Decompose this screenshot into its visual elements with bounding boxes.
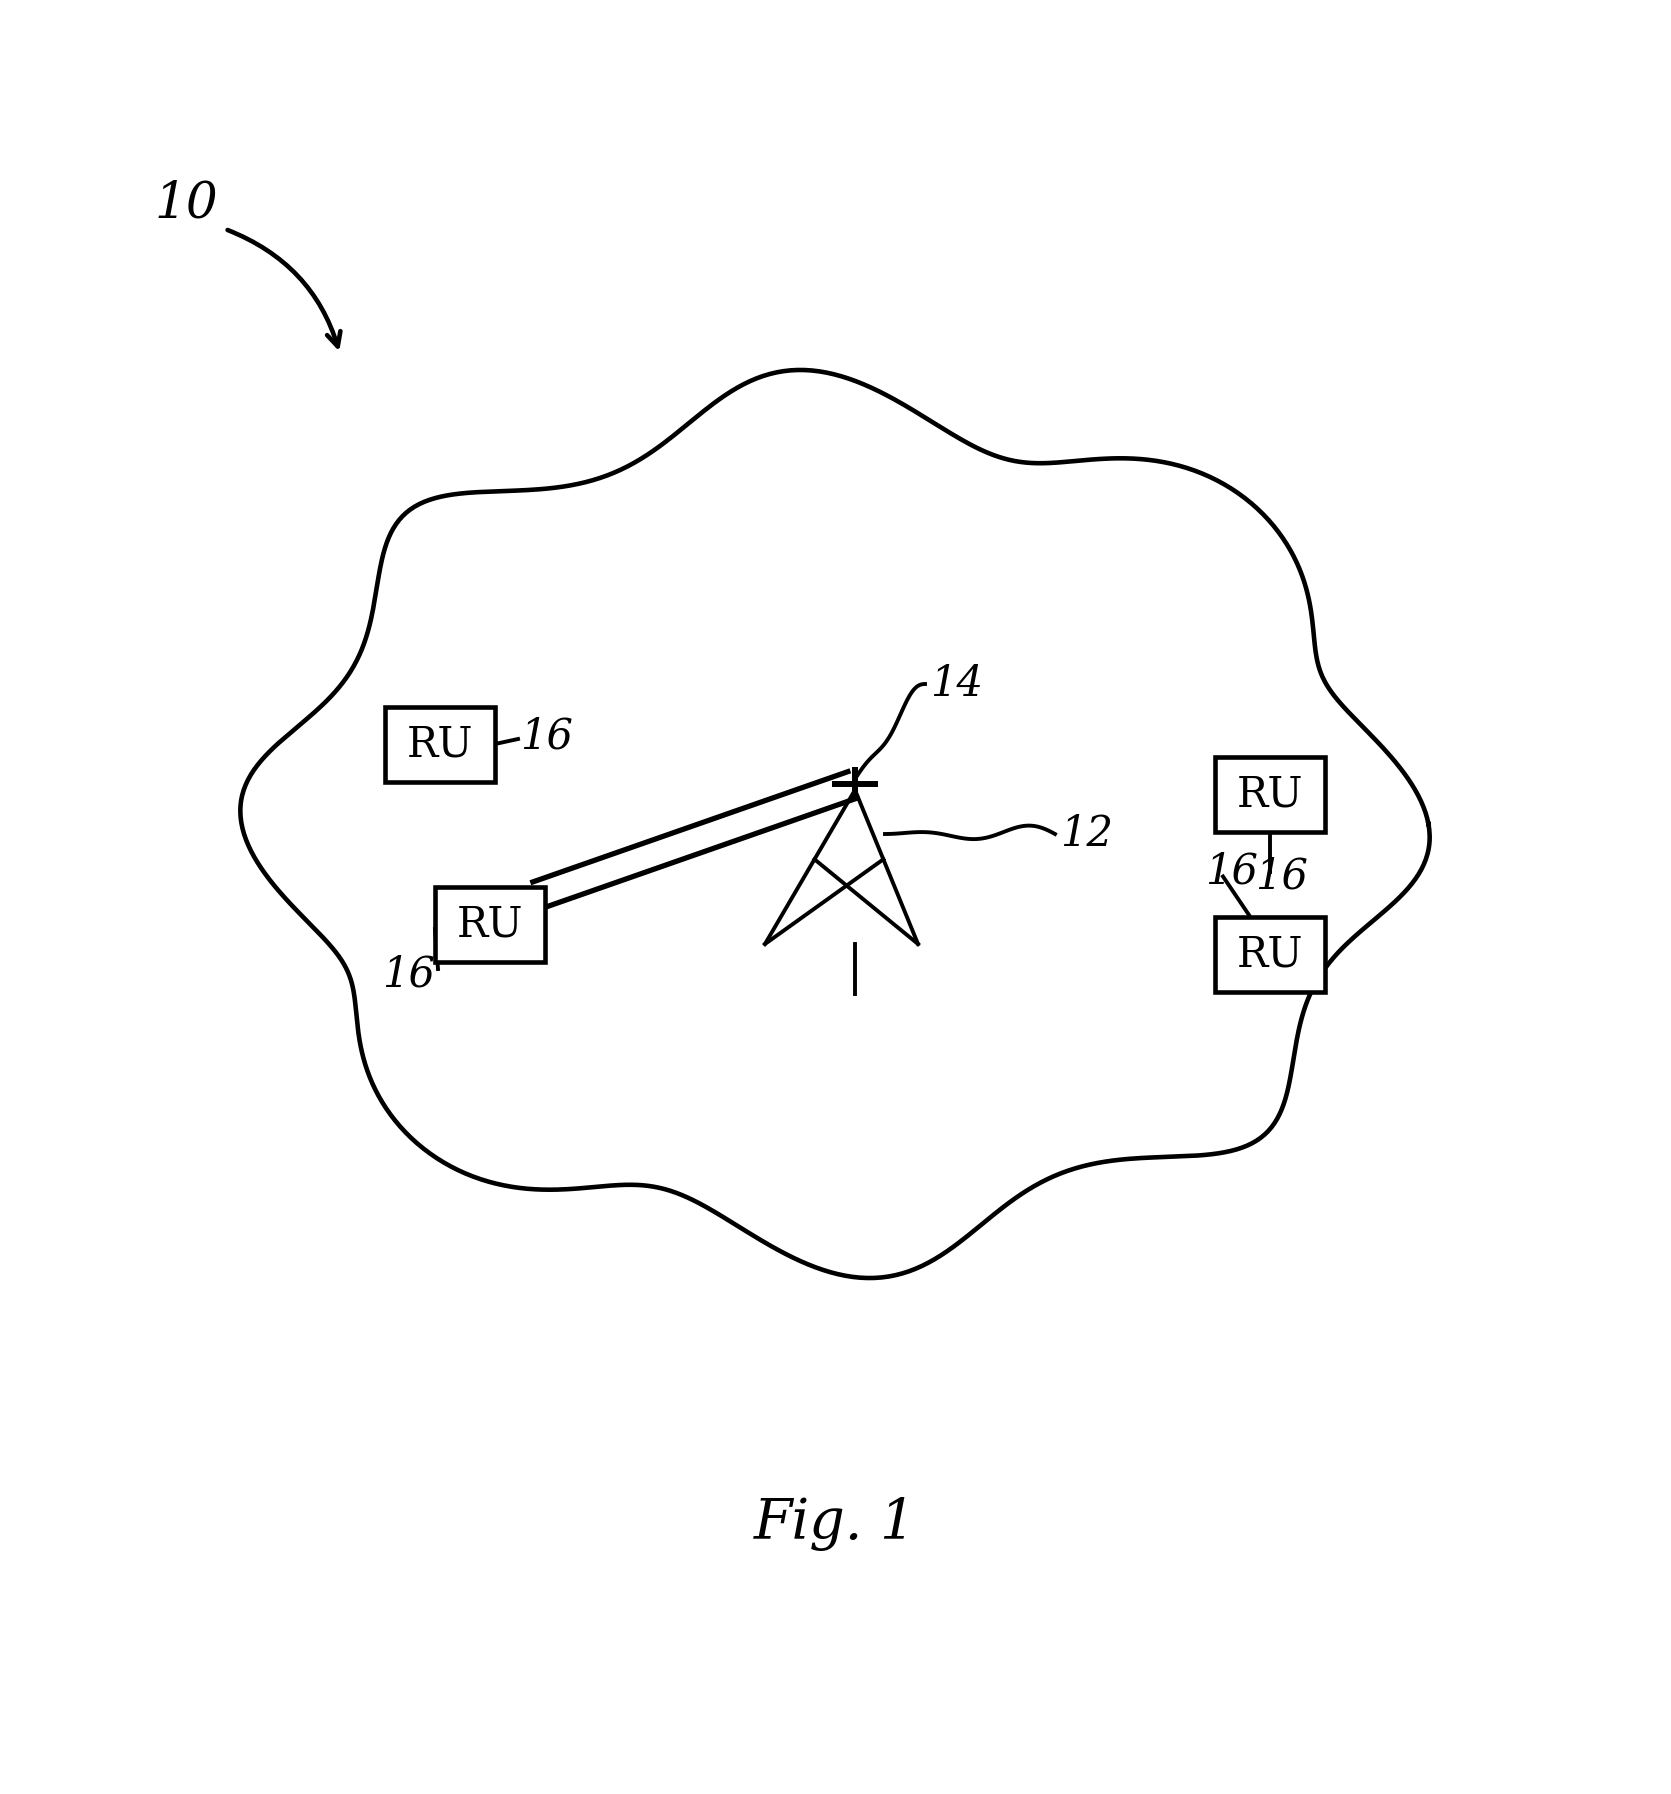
Text: 16: 16 (1255, 856, 1308, 897)
Text: 16: 16 (383, 953, 434, 996)
Text: RU: RU (1237, 933, 1303, 974)
FancyBboxPatch shape (1215, 917, 1325, 992)
Text: RU: RU (1237, 773, 1303, 814)
Text: 16: 16 (1205, 850, 1258, 892)
FancyBboxPatch shape (1215, 757, 1325, 831)
Text: RU: RU (456, 902, 523, 945)
Text: 14: 14 (931, 664, 983, 705)
Text: 16: 16 (520, 716, 573, 757)
FancyBboxPatch shape (434, 886, 545, 962)
FancyBboxPatch shape (384, 707, 495, 782)
Text: 12: 12 (1059, 813, 1113, 856)
Text: Fig. 1: Fig. 1 (754, 1496, 916, 1552)
Text: 10: 10 (155, 179, 219, 228)
Text: RU: RU (406, 723, 473, 764)
